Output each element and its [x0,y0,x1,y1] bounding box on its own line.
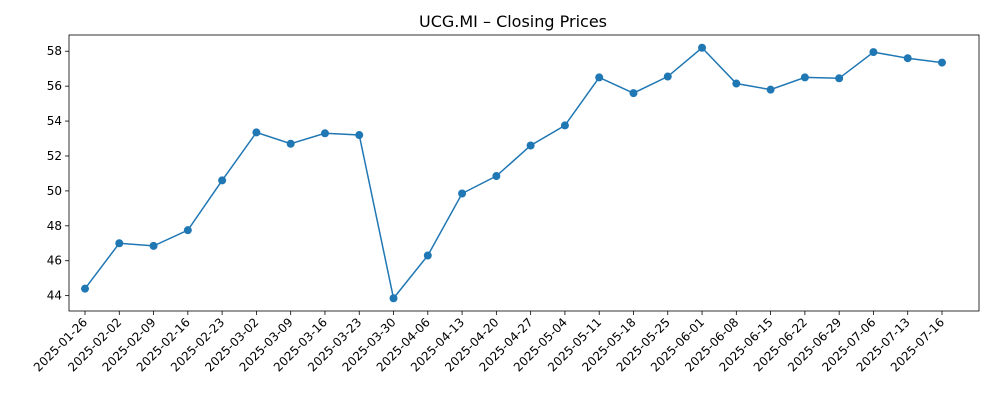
data-point [526,141,535,150]
y-tick-label: 44 [47,289,62,303]
data-point [732,79,741,88]
data-point [629,89,638,98]
data-point [458,189,467,198]
data-point [766,85,775,94]
y-tick-label: 46 [47,254,62,268]
y-tick-label: 50 [47,184,62,198]
data-point [149,241,158,250]
data-point [81,284,89,293]
plot-area: 44464850525456582025-01-262025-02-022025… [31,34,980,374]
chart-title: UCG.MI – Closing Prices [419,12,607,31]
data-point [800,73,809,82]
data-point [492,172,501,181]
y-tick-label: 54 [47,114,62,128]
data-point [423,251,432,260]
data-point [938,58,946,67]
y-tick-label: 52 [47,149,62,163]
data-point [903,54,912,63]
data-point [560,121,569,130]
data-point [115,239,124,248]
data-point [663,72,672,81]
axes-frame [68,34,980,312]
data-point [183,226,192,235]
data-point [869,48,878,57]
y-tick-label: 48 [47,219,62,233]
data-point [698,43,707,52]
data-point [320,129,329,138]
data-point [218,176,227,185]
data-point [389,294,398,303]
data-point [286,139,295,148]
data-point [355,131,364,140]
data-point [595,73,604,82]
y-tick-label: 56 [47,79,62,93]
series-line [84,46,943,300]
y-tick-label: 58 [47,44,62,58]
data-point [835,74,844,83]
data-point [252,128,261,137]
